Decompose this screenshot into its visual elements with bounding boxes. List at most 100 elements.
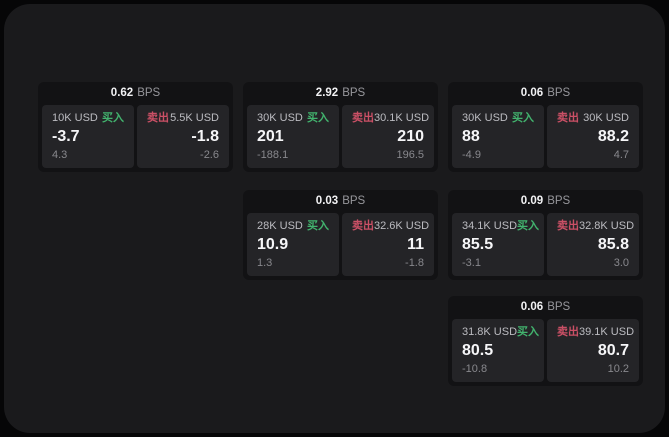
buy-tile[interactable]: 28K USD 买入 10.9 1.3 [247,213,339,276]
buy-tile-header: 30K USD 买入 [257,113,329,124]
quote-tiles: 10K USD 买入 -3.7 4.3 卖出 5.5K USD -1.8 -2.… [38,105,233,172]
sell-change: 10.2 [607,363,629,375]
buy-price: 88 [462,128,480,145]
buy-price: 85.5 [462,236,494,253]
bps-value: 0.03 [315,194,339,207]
buy-size: 30K USD [462,112,508,124]
card-header: 0.09 BPS [448,190,643,213]
buy-change: -188.1 [257,149,289,161]
buy-size: 31.8K USD [462,326,518,338]
sell-side-label: 卖出 [352,220,374,232]
buy-change: -10.8 [462,363,488,375]
card-header: 2.92 BPS [243,82,438,105]
sell-tile-header: 卖出 30.1K USD [352,112,429,124]
card-header: 0.03 BPS [243,190,438,213]
sell-side-label: 卖出 [557,112,579,124]
buy-price: -3.7 [52,128,80,145]
sell-side-label: 卖出 [147,112,169,124]
sell-tile[interactable]: 卖出 39.1K USD 80.7 10.2 [547,319,639,382]
sell-size: 30K USD [583,112,629,124]
bps-unit-label: BPS [342,86,366,99]
quote-tiles: 28K USD 买入 10.9 1.3 卖出 32.6K USD 11 -1.8 [243,213,438,280]
quote-card: 0.09 BPS 34.1K USD 买入 85.5 -3.1 卖出 32.8K… [448,190,643,280]
buy-tile[interactable]: 30K USD 买入 88 -4.9 [452,105,544,168]
sell-price: -1.8 [191,128,219,145]
buy-price: 80.5 [462,342,494,359]
sell-tile-header: 卖出 32.6K USD [352,220,429,232]
buy-size: 10K USD [52,112,98,124]
bps-unit-label: BPS [547,194,571,207]
quote-card: 0.62 BPS 10K USD 买入 -3.7 4.3 卖出 5.5K USD… [38,82,233,172]
quote-card: 0.06 BPS 30K USD 买入 88 -4.9 卖出 30K USD 8… [448,82,643,172]
sell-change: -1.8 [405,257,424,269]
buy-tile-header: 31.8K USD 买入 [462,326,539,338]
sell-tile[interactable]: 卖出 5.5K USD -1.8 -2.6 [137,105,229,168]
buy-side-label: 买入 [307,220,329,232]
card-header: 0.06 BPS [448,82,643,105]
quote-tiles: 31.8K USD 买入 80.5 -10.8 卖出 39.1K USD 80.… [448,319,643,386]
bps-value: 0.09 [520,194,544,207]
buy-side-label: 买入 [517,326,540,338]
buy-tile-header: 30K USD 买入 [462,113,534,124]
buy-tile[interactable]: 30K USD 买入 201 -188.1 [247,105,339,168]
buy-change: -3.1 [462,257,481,269]
sell-change: 4.7 [613,149,629,161]
sell-side-label: 卖出 [352,112,374,124]
bps-value: 0.62 [110,86,134,99]
buy-size: 34.1K USD [462,220,518,232]
buy-change: 1.3 [257,257,273,269]
sell-tile[interactable]: 卖出 30K USD 88.2 4.7 [547,105,639,168]
buy-change: -4.9 [462,149,481,161]
bps-unit-label: BPS [137,86,161,99]
quote-tiles: 30K USD 买入 201 -188.1 卖出 30.1K USD 210 1… [243,105,438,172]
quote-card: 0.03 BPS 28K USD 买入 10.9 1.3 卖出 32.6K US… [243,190,438,280]
quote-card: 0.06 BPS 31.8K USD 买入 80.5 -10.8 卖出 39.1… [448,296,643,386]
buy-tile[interactable]: 31.8K USD 买入 80.5 -10.8 [452,319,544,382]
buy-tile[interactable]: 10K USD 买入 -3.7 4.3 [42,105,134,168]
quotes-panel: 0.62 BPS 10K USD 买入 -3.7 4.3 卖出 5.5K USD… [4,4,665,433]
sell-tile-header: 卖出 32.8K USD [557,220,634,232]
sell-tile[interactable]: 卖出 32.6K USD 11 -1.8 [342,213,434,276]
sell-tile[interactable]: 卖出 32.8K USD 85.8 3.0 [547,213,639,276]
quote-card: 2.92 BPS 30K USD 买入 201 -188.1 卖出 30.1K … [243,82,438,172]
sell-tile-header: 卖出 5.5K USD [147,113,219,124]
sell-tile-header: 卖出 30K USD [557,113,629,124]
sell-size: 32.6K USD [374,220,430,232]
buy-side-label: 买入 [512,112,534,124]
sell-tile[interactable]: 卖出 30.1K USD 210 196.5 [342,105,434,168]
sell-change: 3.0 [613,257,629,269]
sell-size: 5.5K USD [170,112,219,124]
card-header: 0.06 BPS [448,296,643,319]
quote-tiles: 30K USD 买入 88 -4.9 卖出 30K USD 88.2 4.7 [448,105,643,172]
buy-tile-header: 28K USD 买入 [257,221,329,232]
sell-size: 39.1K USD [579,326,635,338]
bps-value: 0.06 [520,300,544,313]
buy-tile-header: 10K USD 买入 [52,113,124,124]
buy-side-label: 买入 [102,112,124,124]
card-header: 0.62 BPS [38,82,233,105]
bps-value: 0.06 [520,86,544,99]
buy-side-label: 买入 [307,112,329,124]
sell-size: 30.1K USD [374,112,430,124]
sell-price: 85.8 [597,236,629,253]
buy-tile[interactable]: 34.1K USD 买入 85.5 -3.1 [452,213,544,276]
buy-price: 10.9 [257,236,289,253]
sell-price: 88.2 [597,128,629,145]
bps-unit-label: BPS [547,86,571,99]
quote-tiles: 34.1K USD 买入 85.5 -3.1 卖出 32.8K USD 85.8… [448,213,643,280]
buy-side-label: 买入 [517,220,540,232]
sell-size: 32.8K USD [579,220,635,232]
buy-tile-header: 34.1K USD 买入 [462,220,539,232]
buy-change: 4.3 [52,149,68,161]
sell-price: 11 [407,236,424,253]
bps-unit-label: BPS [547,300,571,313]
sell-side-label: 卖出 [557,326,579,338]
sell-side-label: 卖出 [557,220,579,232]
sell-change: -2.6 [200,149,219,161]
sell-tile-header: 卖出 39.1K USD [557,326,634,338]
cards-container: 0.62 BPS 10K USD 买入 -3.7 4.3 卖出 5.5K USD… [4,4,665,433]
bps-unit-label: BPS [342,194,366,207]
bps-value: 2.92 [315,86,339,99]
buy-size: 30K USD [257,112,303,124]
buy-size: 28K USD [257,220,303,232]
